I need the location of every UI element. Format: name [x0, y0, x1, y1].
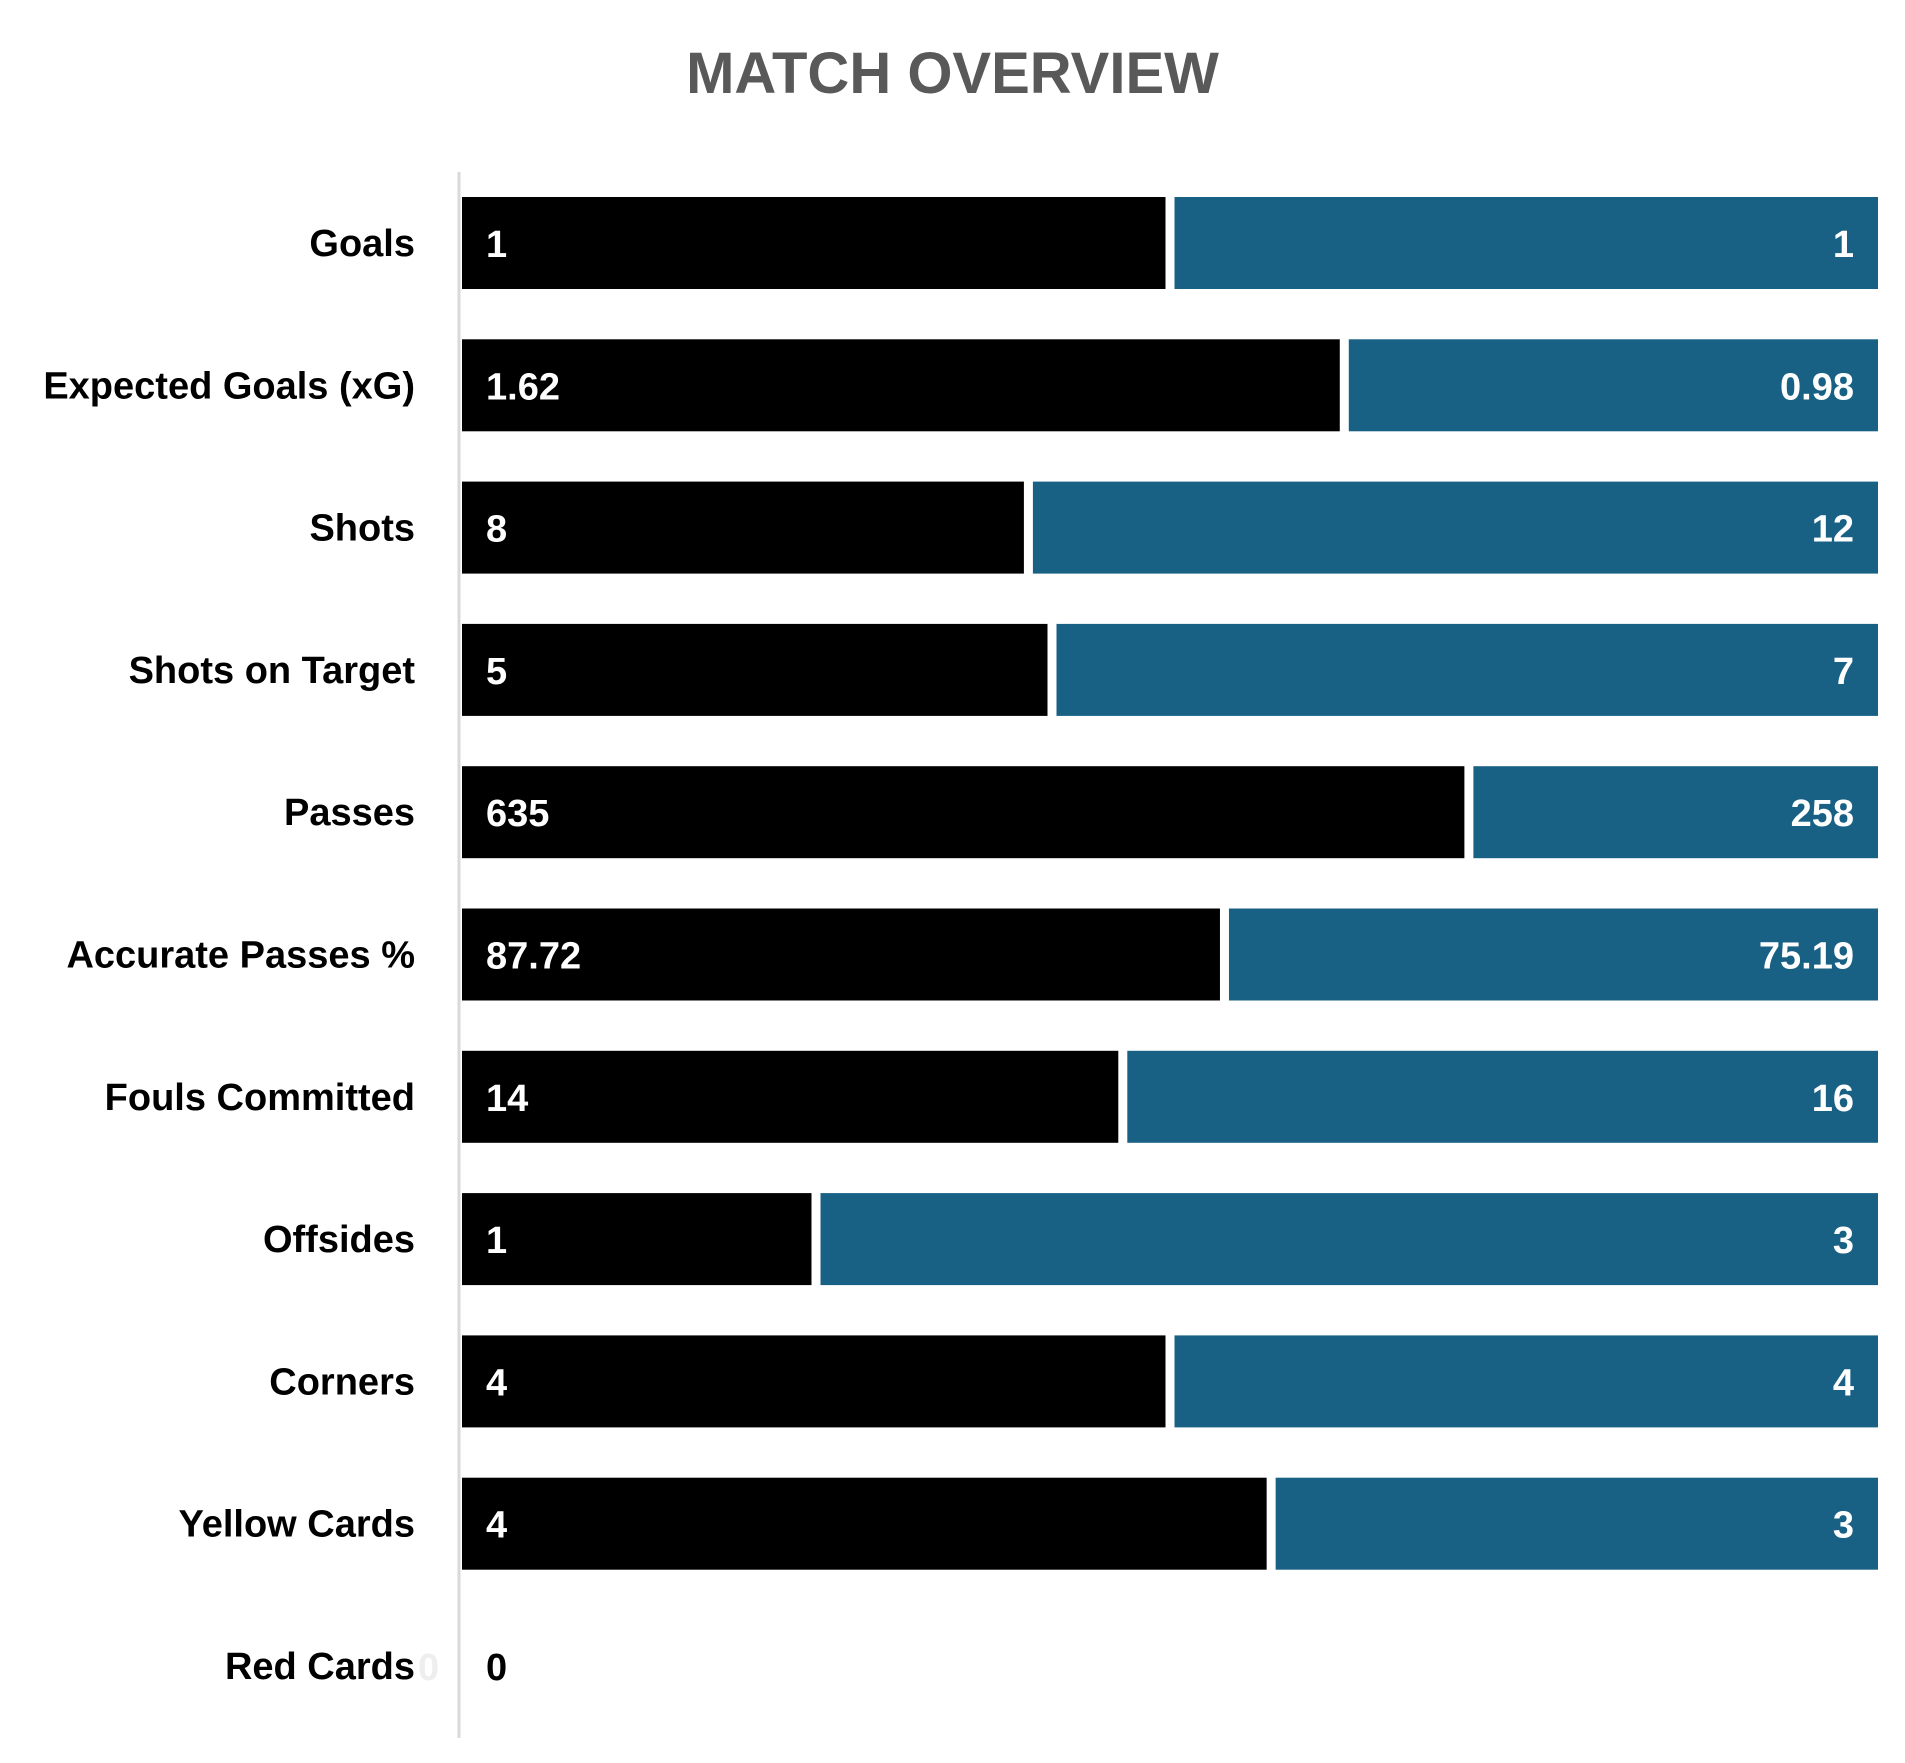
- category-label: Goals: [309, 223, 415, 265]
- bar-away: [1473, 766, 1878, 859]
- category-label: Offsides: [263, 1219, 415, 1261]
- value-label-home: 87.72: [486, 936, 581, 978]
- value-label-home: 5: [486, 651, 507, 693]
- category-label: Shots: [309, 508, 415, 550]
- category-label: Corners: [269, 1361, 415, 1403]
- bar-home: [462, 481, 1024, 574]
- chart-title: MATCH OVERVIEW: [686, 41, 1219, 106]
- labels-layer: Goals 1 1 Expected Goals (xG) 1.62 0.98 Shots 8…: [43, 223, 1854, 1689]
- bar-away: [1228, 908, 1878, 1001]
- bar-away: [820, 1193, 1878, 1286]
- value-label-home: 0: [486, 1647, 507, 1689]
- value-label-away: 7: [1833, 651, 1854, 693]
- bar-away: [1174, 1335, 1878, 1428]
- bar-home: [462, 1335, 1166, 1428]
- bar-home: [462, 1477, 1267, 1570]
- value-label-home: 4: [486, 1362, 507, 1404]
- value-label-home: 4: [486, 1505, 507, 1547]
- value-label-away: 12: [1812, 509, 1854, 551]
- value-label-home: 8: [486, 509, 507, 551]
- category-label: Yellow Cards: [178, 1504, 415, 1546]
- category-label: Accurate Passes %: [66, 935, 415, 977]
- bar-away: [1032, 481, 1878, 574]
- bar-home: [462, 766, 1465, 859]
- value-label-away: 3: [1833, 1505, 1854, 1547]
- value-label-home: 14: [486, 1078, 528, 1120]
- bar-home: [462, 1050, 1119, 1143]
- value-label-home: 1: [486, 224, 507, 266]
- value-label-home: 1.62: [486, 366, 560, 408]
- value-label-away: 75.19: [1759, 936, 1854, 978]
- bar-home: [462, 197, 1166, 289]
- value-label-away: 3: [1833, 1220, 1854, 1262]
- bar-home: [462, 1193, 812, 1286]
- value-label-home: 1: [486, 1220, 507, 1262]
- bar-away: [1174, 197, 1878, 289]
- value-label-away: 1: [1833, 224, 1854, 266]
- bar-away: [1056, 623, 1878, 716]
- category-label: Fouls Committed: [105, 1077, 415, 1119]
- value-label-away: 4: [1833, 1362, 1854, 1404]
- category-label: Expected Goals (xG): [43, 365, 415, 407]
- bar-away: [1348, 339, 1878, 432]
- category-label: Passes: [284, 792, 415, 834]
- bar-home: [462, 908, 1220, 1001]
- bar-home: [462, 339, 1340, 432]
- category-label: Red Cards: [225, 1646, 415, 1688]
- bars-layer: [462, 197, 1878, 1570]
- value-label-away: 258: [1791, 793, 1854, 835]
- value-label-away: 0.98: [1780, 366, 1854, 408]
- bar-home: [462, 623, 1048, 716]
- value-label-home: 635: [486, 793, 549, 835]
- bar-away: [1275, 1477, 1878, 1570]
- value-label-away: 0: [418, 1647, 439, 1689]
- bar-away: [1127, 1050, 1878, 1143]
- category-label: Shots on Target: [129, 650, 416, 692]
- value-label-away: 16: [1812, 1078, 1854, 1120]
